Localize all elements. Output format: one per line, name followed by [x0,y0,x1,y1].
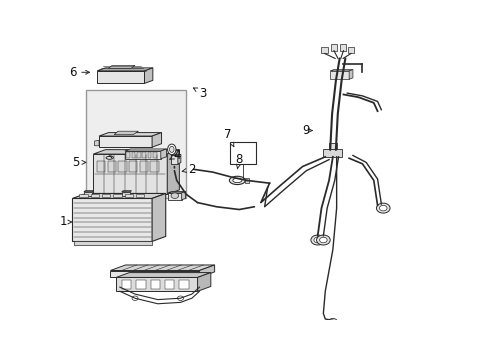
Bar [79,194,87,197]
Bar [164,280,174,289]
Bar [136,194,144,197]
Polygon shape [108,66,135,68]
Text: 6: 6 [69,66,89,79]
Polygon shape [93,150,179,154]
Polygon shape [97,71,144,84]
Circle shape [132,296,138,301]
Polygon shape [348,69,352,79]
Bar [102,194,110,197]
Polygon shape [181,192,185,200]
Circle shape [313,237,321,243]
Polygon shape [167,150,179,194]
Polygon shape [152,132,161,147]
Polygon shape [116,278,197,291]
Polygon shape [72,193,165,198]
Polygon shape [329,71,348,79]
Polygon shape [124,149,166,151]
Circle shape [319,237,326,243]
Bar [113,194,122,197]
Bar [118,161,126,172]
Bar [244,178,248,183]
Ellipse shape [229,176,245,185]
Bar [136,280,145,289]
Bar [124,194,133,197]
Circle shape [379,205,386,211]
Text: 8: 8 [235,153,243,169]
Bar [137,152,141,158]
Polygon shape [93,154,167,194]
Circle shape [327,319,337,325]
Polygon shape [171,156,178,164]
Circle shape [171,193,178,198]
Polygon shape [168,192,185,193]
Polygon shape [329,69,352,71]
Circle shape [310,235,324,245]
Bar [340,44,346,51]
Polygon shape [84,191,94,192]
Text: 5: 5 [72,156,86,169]
Ellipse shape [169,146,174,152]
Bar [84,192,92,196]
Bar [85,90,186,198]
Bar [139,161,147,172]
Polygon shape [110,270,199,278]
Polygon shape [199,265,214,278]
Polygon shape [99,132,161,136]
Text: 4: 4 [169,149,180,162]
Polygon shape [114,131,138,135]
Bar [126,152,130,158]
Bar [107,161,116,172]
Ellipse shape [232,178,242,183]
Bar [328,143,336,149]
Bar [347,46,353,53]
Bar [321,46,327,53]
Bar [122,280,131,289]
Bar [122,192,130,196]
Polygon shape [171,154,181,156]
Bar [147,152,151,158]
Bar [90,194,99,197]
Bar [97,161,105,172]
Polygon shape [124,151,161,159]
Polygon shape [72,198,152,242]
Bar [131,152,135,158]
Polygon shape [168,193,181,200]
Bar [153,152,156,158]
Text: 7: 7 [224,128,233,147]
Polygon shape [122,191,131,192]
Polygon shape [99,136,152,147]
Bar [74,242,152,245]
Polygon shape [116,273,210,278]
Polygon shape [197,273,210,291]
Polygon shape [144,68,153,84]
Polygon shape [97,68,153,71]
Polygon shape [161,149,166,159]
Polygon shape [152,193,165,242]
Bar [150,280,160,289]
Bar [323,149,342,157]
Circle shape [316,235,329,245]
Bar [142,152,146,158]
Polygon shape [178,154,181,164]
Circle shape [376,203,389,213]
Bar [129,161,137,172]
Text: 1: 1 [59,216,72,229]
Text: 9: 9 [301,124,312,137]
Bar [229,141,256,164]
Ellipse shape [167,144,176,155]
Text: 2: 2 [182,163,195,176]
Bar [179,280,188,289]
Circle shape [330,320,334,323]
Circle shape [177,296,183,301]
Text: 3: 3 [193,87,206,100]
Bar [330,44,336,51]
Polygon shape [110,265,214,270]
Polygon shape [94,140,99,146]
Bar [150,161,158,172]
